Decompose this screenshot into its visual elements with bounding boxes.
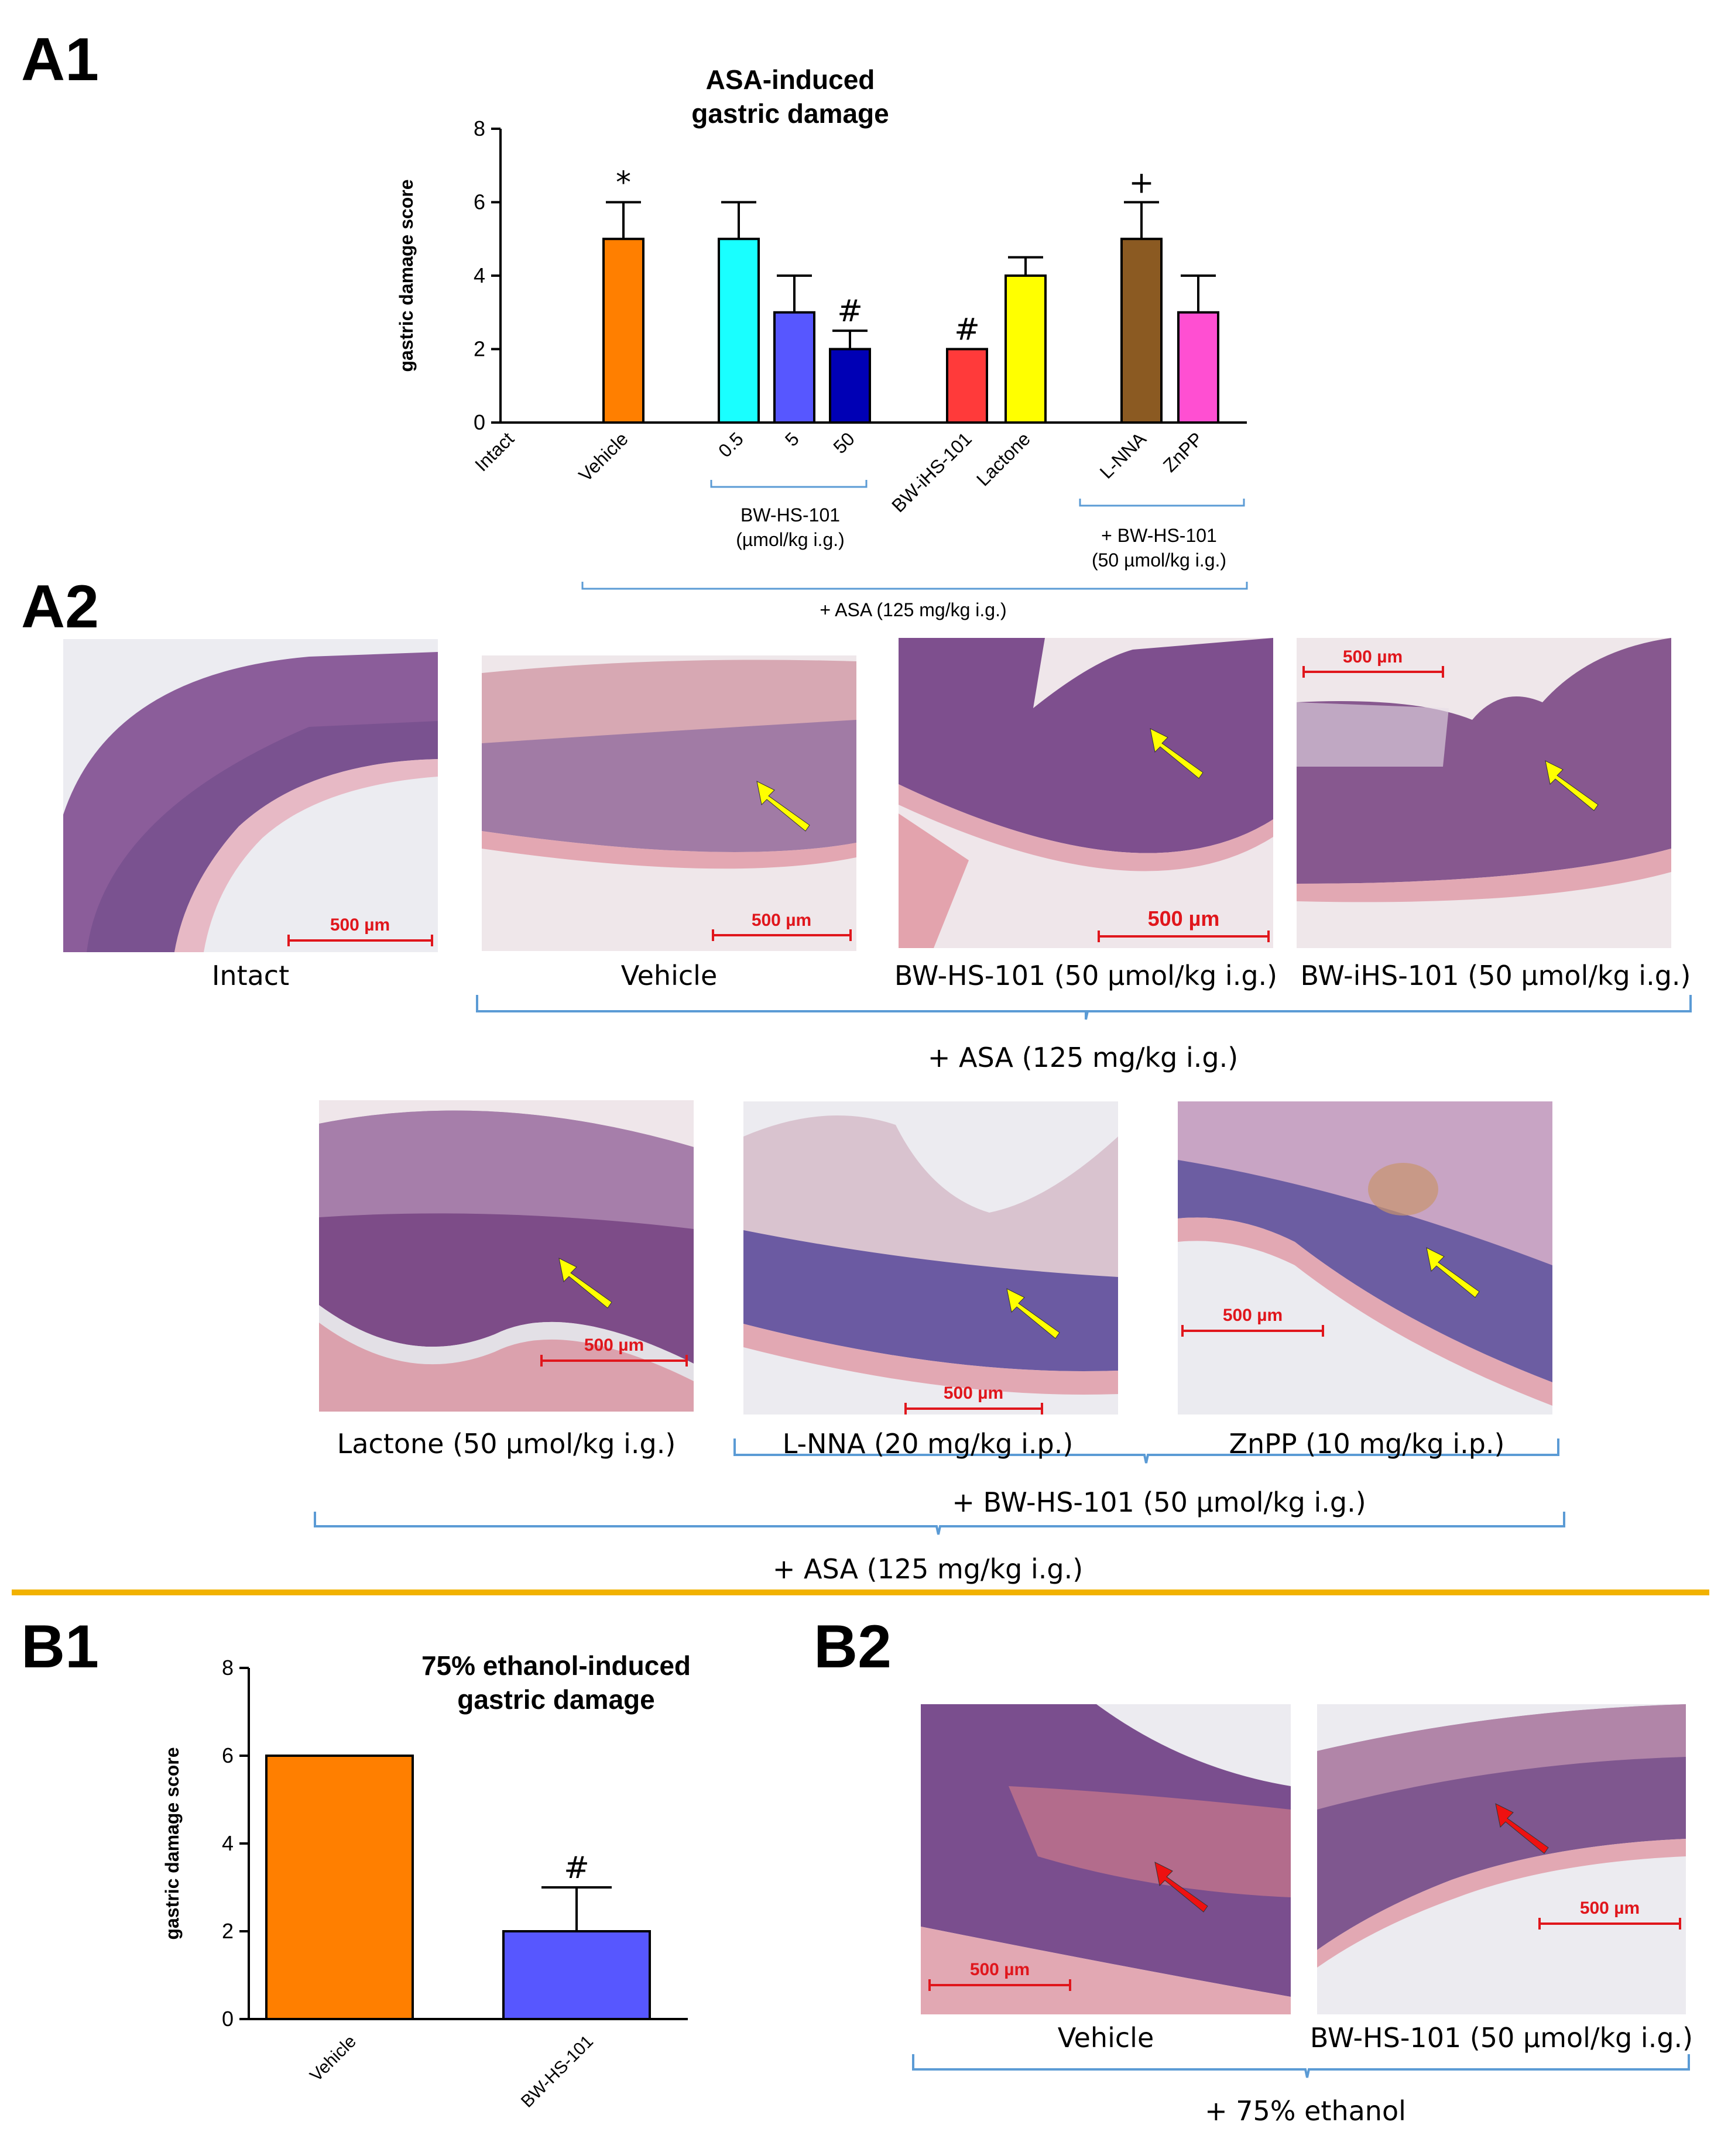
b2-bracket-ethanol xyxy=(912,2054,1690,2078)
caption-bw-hs-101: BW-HS-101 (50 µmol/kg i.g.) xyxy=(894,960,1278,991)
b1-bar-vehicle xyxy=(265,1755,414,2020)
bracket-label-asa-row1: + ASA (125 mg/kg i.g.) xyxy=(927,1042,1239,1073)
scale-bar-text: 500 µm xyxy=(1223,1306,1283,1325)
scale-bar-text: 500 µm xyxy=(944,1383,1003,1403)
bracket-label-bw-row2: + BW-HS-101 (50 µmol/kg i.g.) xyxy=(952,1486,1366,1518)
micrograph-znpp: 500 µm xyxy=(1178,1101,1552,1415)
yellow-arrow xyxy=(1426,1247,1480,1298)
caption-b2-vehicle: Vehicle xyxy=(1057,2022,1154,2054)
yellow-arrow xyxy=(756,781,810,832)
panel-label-a2: A2 xyxy=(21,573,99,641)
micrograph-bw-hs-101: 500 µm xyxy=(899,638,1273,948)
micrograph-bw-ihs-101: 500 µm xyxy=(1297,638,1671,948)
a1-y-tick-label: 4 xyxy=(474,263,485,287)
a1-bar-vehicle xyxy=(602,238,644,424)
a1-brackets xyxy=(581,480,1248,590)
a1-chart-title-line2: gastric damage xyxy=(691,98,889,129)
scale-bar-text: 500 µm xyxy=(1343,647,1403,667)
a1-bar-bw-ihs-101 xyxy=(946,348,988,424)
b1-chart-title-line2: gastric damage xyxy=(457,1684,655,1715)
b1-y-tick-label: 6 xyxy=(222,1743,234,1767)
a1-chart-title: ASA-induced gastric damage xyxy=(585,63,995,131)
a1-y-tick-label: 2 xyxy=(474,337,485,361)
micrograph-l-nna: 500 µm xyxy=(743,1101,1118,1415)
a1-bw-dose-line2: (µmol/kg i.g.) xyxy=(736,528,845,550)
a2-brackets xyxy=(314,995,1692,1535)
scale-bar-text: 500 µm xyxy=(970,1960,1030,1979)
a2-bracket-bw-row2 xyxy=(733,1439,1559,1464)
a1-bracket-bw-dose xyxy=(710,480,868,488)
b1-y-tick-label: 0 xyxy=(222,2007,234,2031)
a2-bracket-asa-row2 xyxy=(314,1512,1565,1535)
caption-b2-bw-hs-101: BW-HS-101 (50 µmol/kg i.g.) xyxy=(1309,2022,1693,2054)
b1-y-tick-label: 8 xyxy=(222,1656,234,1680)
a1-bracket-inhibitor xyxy=(1079,499,1245,507)
a1-bar-5 xyxy=(773,311,815,424)
micrograph-intact: 500 µm xyxy=(63,639,438,952)
micrograph-b2-bw-hs-101: 500 µm xyxy=(1317,1704,1686,2014)
panel-label-a1: A1 xyxy=(21,26,99,94)
a1-inhibitor-label: + BW-HS-101 (50 µmol/kg i.g.) xyxy=(1065,524,1253,572)
a2-bracket-asa-row1 xyxy=(476,995,1692,1020)
a1-chart-title-line1: ASA-induced xyxy=(705,64,875,95)
caption-vehicle: Vehicle xyxy=(620,960,718,991)
b1-significance-mark: # xyxy=(564,1851,589,1886)
a1-y-tick-label: 8 xyxy=(474,116,485,140)
b1-bar-bw-hs-101 xyxy=(502,1930,651,2020)
b1-y-axis-label: gastric damage score xyxy=(162,1747,183,1939)
micrograph-b2-vehicle: 500 µm xyxy=(921,1704,1291,2014)
micrograph-vehicle: 500 µm xyxy=(482,655,856,951)
scale-bar-text: 500 µm xyxy=(1580,1898,1640,1918)
caption-lactone: Lactone (50 µmol/kg i.g.) xyxy=(337,1428,676,1460)
a1-y-tick-label: 0 xyxy=(474,410,485,434)
yellow-arrow xyxy=(1150,728,1204,779)
b1-bars xyxy=(265,1755,651,2020)
red-arrow xyxy=(1495,1803,1549,1854)
yellow-arrow xyxy=(1006,1288,1060,1339)
panel-label-b2: B2 xyxy=(814,1613,892,1681)
micrograph-lactone: 500 µm xyxy=(319,1100,694,1412)
b1-chart-title: 75% ethanol-induced gastric damage xyxy=(351,1649,761,1716)
caption-l-nna: L-NNA (20 mg/kg i.p.) xyxy=(782,1428,1074,1460)
a1-inhibitor-line1: + BW-HS-101 xyxy=(1101,525,1217,546)
scale-bar-text: 500 µm xyxy=(1148,907,1220,931)
a1-asa-label: + ASA (125 mg/kg i.g.) xyxy=(820,599,1007,620)
scale-bar-text: 500 µm xyxy=(584,1336,644,1355)
scale-bar-text: 500 µm xyxy=(752,911,811,930)
b1-y-tick-label: 4 xyxy=(222,1831,234,1855)
yellow-arrow xyxy=(1545,760,1599,811)
a1-bracket-asa xyxy=(581,582,1248,590)
a1-significance-mark: # xyxy=(837,294,863,329)
caption-znpp: ZnPP (10 mg/kg i.p.) xyxy=(1229,1428,1505,1460)
a1-significance-mark: * xyxy=(616,166,631,201)
a1-significance-mark: + xyxy=(1129,166,1154,201)
a1-bars xyxy=(602,201,1219,424)
a1-significance-mark: # xyxy=(954,313,980,348)
a1-bar-l-nna xyxy=(1120,238,1163,424)
a1-y-tick-label: 6 xyxy=(474,190,485,214)
b1-y-tick-label: 2 xyxy=(222,1919,234,1943)
a1-inhibitor-line2: (50 µmol/kg i.g.) xyxy=(1091,549,1227,571)
caption-intact: Intact xyxy=(211,960,290,991)
red-arrow xyxy=(1154,1862,1208,1913)
caption-bw-ihs-101: BW-iHS-101 (50 µmol/kg i.g.) xyxy=(1300,960,1691,991)
yellow-arrow xyxy=(558,1258,612,1309)
a1-bw-dose-line1: BW-HS-101 xyxy=(740,504,841,526)
panel-label-b1: B1 xyxy=(21,1613,99,1681)
section-separator xyxy=(12,1589,1709,1595)
a1-bar-0-5 xyxy=(718,238,760,424)
scale-bar-text: 500 µm xyxy=(330,915,390,935)
bracket-label-asa-row2: + ASA (125 mg/kg i.g.) xyxy=(772,1553,1084,1585)
a1-y-axis-label: gastric damage score xyxy=(396,179,417,372)
b1-chart-title-line1: 75% ethanol-induced xyxy=(421,1650,691,1681)
bracket-label-ethanol: + 75% ethanol xyxy=(1205,2095,1406,2127)
a1-bw-dose-label: BW-HS-101 (µmol/kg i.g.) xyxy=(702,503,878,552)
b2-brackets xyxy=(912,2054,1690,2078)
